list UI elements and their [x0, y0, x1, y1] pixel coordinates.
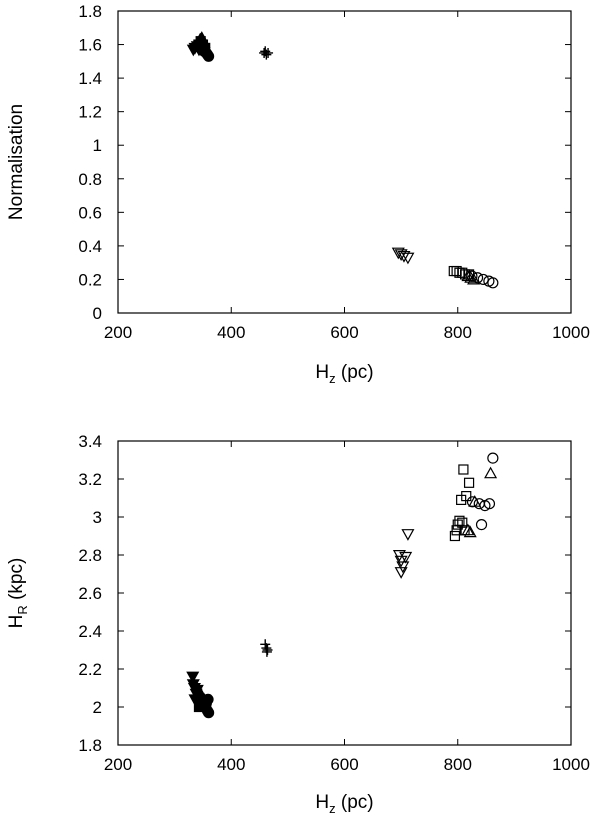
y-axis-label: Normalisation: [6, 104, 27, 220]
data-point: [463, 525, 477, 538]
y-tick-label: 0: [93, 304, 102, 323]
data-point: [463, 477, 475, 488]
x-tick-label: 400: [217, 323, 245, 342]
series-open-square: [449, 464, 475, 542]
y-tick-label: 1.4: [78, 69, 102, 88]
y-tick-label: 1.8: [78, 736, 102, 755]
y-tick-label: 2: [93, 698, 102, 717]
data-point: [477, 273, 489, 286]
y-tick-label: 1.6: [78, 36, 102, 55]
y-axis-label-unit: (kpc): [6, 558, 27, 606]
data-point: [449, 530, 461, 542]
series-plus: [260, 639, 273, 657]
data-point: [475, 518, 488, 531]
series-filled-circle: [198, 45, 215, 62]
x-tick-label: 400: [217, 755, 245, 774]
data-point: [458, 464, 469, 475]
y-tick-label: 0.6: [78, 203, 102, 222]
data-point: [399, 551, 413, 564]
y-axis-label-subscript: R: [15, 605, 30, 614]
series-open-circle: [466, 452, 499, 531]
series-filled-circle: [200, 693, 215, 719]
data-point: [202, 693, 214, 706]
x-tick-label: 600: [330, 323, 358, 342]
data-point: [461, 523, 475, 536]
data-point: [186, 671, 200, 684]
y-axis-label-text: H: [6, 615, 27, 629]
x-tick-label: 1000: [552, 755, 590, 774]
x-tick-label: 600: [330, 755, 358, 774]
data-point: [487, 277, 499, 289]
x-axis-label: Hz (pc): [315, 362, 373, 386]
x-tick-label: 800: [444, 755, 472, 774]
y-tick-label: 2.8: [78, 546, 102, 565]
y-tick-label: 2.2: [78, 660, 102, 679]
data-point: [203, 707, 215, 719]
plot-frame: [117, 10, 572, 314]
y-tick-label: 2.4: [78, 622, 102, 641]
data-point: [391, 247, 405, 260]
data-point: [466, 496, 479, 508]
data-point: [484, 466, 498, 479]
data-point: [394, 567, 408, 579]
data-point: [464, 271, 478, 283]
y-tick-label: 1.2: [78, 103, 102, 122]
data-point: [394, 555, 408, 568]
x-axis-label-unit: (pc): [336, 792, 374, 813]
x-tick-label: 1000: [552, 323, 590, 342]
x-tick-label: 200: [104, 323, 132, 342]
y-tick-label: 0.2: [78, 270, 102, 289]
y-axis-label: HR (kpc): [6, 558, 30, 629]
y-tick-label: 0.8: [78, 170, 102, 189]
y-axis-label-text: Normalisation: [6, 104, 27, 220]
x-axis-label-unit: (pc): [336, 362, 374, 383]
x-axis-label-subscript: z: [329, 801, 336, 816]
y-tick-label: 1: [93, 136, 102, 155]
data-point: [396, 561, 410, 574]
series-open-triangle-down: [392, 529, 415, 579]
data-point: [471, 272, 484, 284]
data-point: [461, 269, 475, 282]
data-point: [457, 517, 468, 528]
y-tick-label: 3.2: [78, 470, 102, 489]
y-tick-label: 1.8: [78, 2, 102, 21]
data-point: [401, 252, 415, 265]
x-axis-label: Hz (pc): [315, 792, 373, 816]
series-open-triangle-down: [391, 247, 415, 265]
plot-frame: [117, 440, 572, 746]
y-tick-label: 3: [93, 508, 102, 527]
chart-hr-vs-hz: 200 400 600 800 1000 1.8 2 2.2 2.4 2.6 2.8 3 3.2 3.4 H…: [6, 432, 590, 816]
data-point: [260, 46, 271, 57]
x-axis-label-text: H: [315, 362, 329, 383]
y-tick-label: 3.4: [78, 432, 102, 451]
x-tick-label: 800: [444, 323, 472, 342]
x-axis-label-text: H: [315, 792, 329, 813]
data-point: [203, 50, 215, 62]
series-open-circle: [466, 270, 499, 289]
x-tick-label: 200: [104, 755, 132, 774]
data-point: [397, 250, 411, 263]
y-tick-label: 2.6: [78, 584, 102, 603]
series-plus: [259, 46, 274, 60]
data-point: [401, 529, 415, 541]
x-axis-label-subscript: z: [329, 371, 336, 386]
y-tick-label: 0.4: [78, 237, 102, 256]
data-point: [466, 270, 478, 282]
data-point: [483, 498, 496, 510]
data-point: [261, 646, 272, 657]
data-point: [461, 491, 472, 502]
chart-normalisation-vs-hz: 200 400 600 800 1000 0 0.2 0.4 0.6 0.8 1 1.2 1.4 1.6 1…: [6, 2, 590, 386]
data-point: [487, 452, 499, 464]
